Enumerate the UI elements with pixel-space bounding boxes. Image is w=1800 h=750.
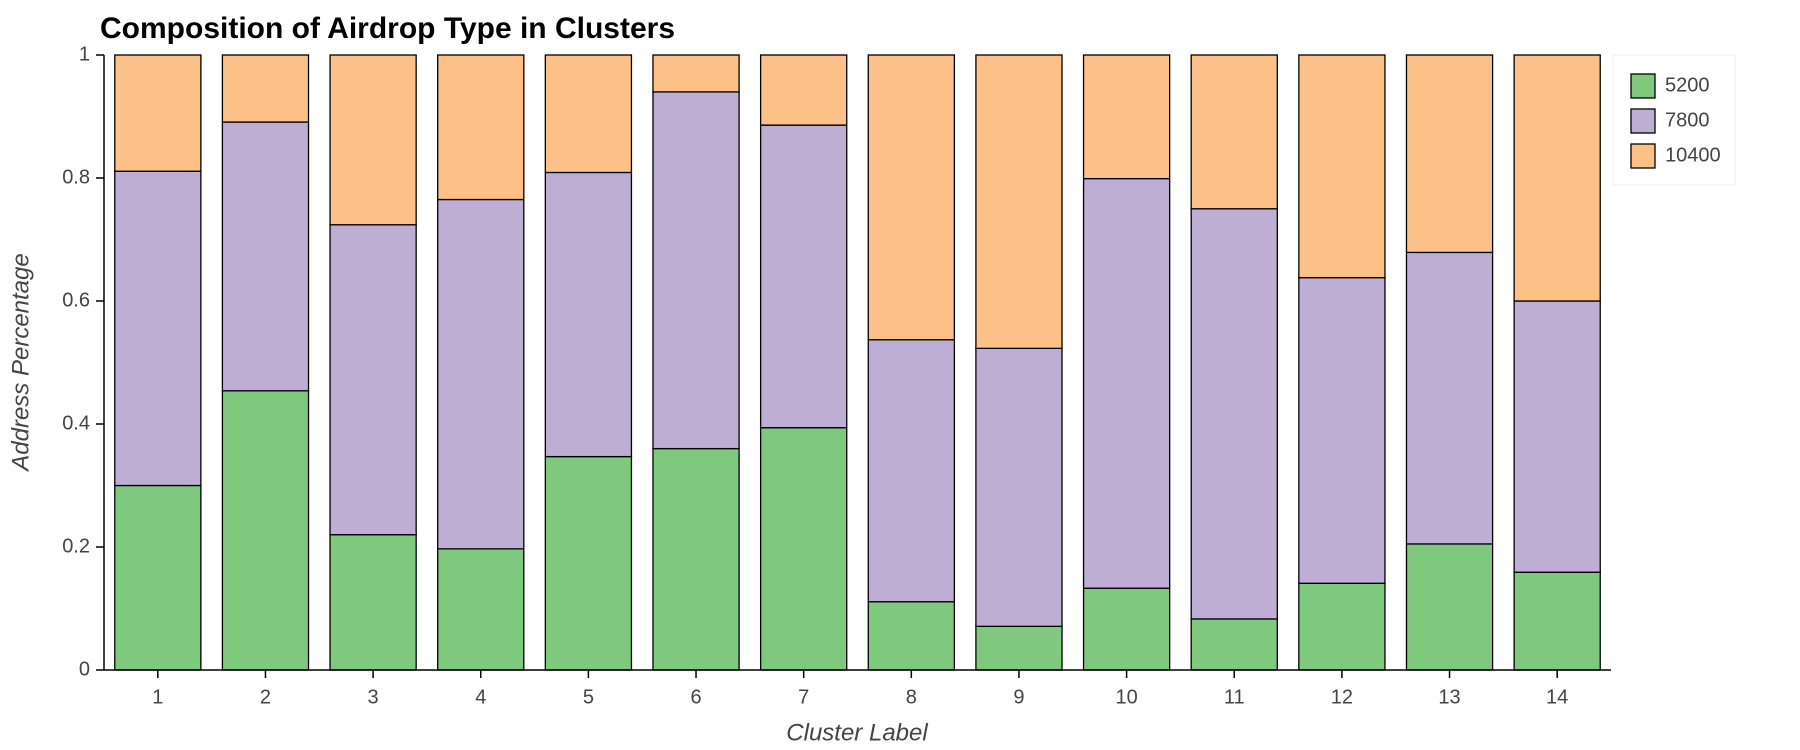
y-axis-title: Address Percentage — [7, 253, 34, 472]
bar-segment — [544, 54, 633, 174]
legend-label: 7800 — [1665, 109, 1710, 131]
chart-title: Composition of Airdrop Type in Clusters — [100, 12, 675, 45]
bar-segment — [759, 427, 848, 671]
x-tick-label: 4 — [475, 686, 486, 708]
bar-segment — [652, 447, 740, 671]
x-tick-label: 13 — [1438, 686, 1460, 708]
bar-segment — [1513, 300, 1601, 573]
legend-label: 10400 — [1665, 144, 1721, 166]
bar-segment — [867, 339, 956, 603]
y-tick-label: 0.8 — [62, 166, 90, 188]
legend-swatch — [1630, 73, 1656, 99]
x-tick-label: 7 — [798, 686, 809, 708]
x-axis-title: Cluster Label — [786, 719, 928, 746]
bar-segment — [544, 171, 633, 458]
y-tick-label: 0.4 — [62, 412, 90, 434]
x-tick-label: 3 — [368, 686, 379, 708]
x-tick-label: 1 — [152, 686, 163, 708]
bar-segment — [652, 54, 740, 93]
x-tick-label: 9 — [1013, 686, 1024, 708]
x-tick-label: 12 — [1331, 686, 1353, 708]
legend-label: 5200 — [1665, 74, 1710, 96]
bar-segment — [975, 347, 1063, 627]
x-tick-label: 5 — [583, 686, 594, 708]
bar-segment — [1082, 177, 1171, 589]
bar-segment — [1513, 54, 1601, 302]
bar-segment — [1190, 208, 1278, 620]
y-tick-label: 1 — [79, 43, 90, 65]
bar-segment — [329, 534, 417, 671]
bar-segment — [1513, 571, 1601, 671]
bar-segment — [114, 484, 202, 671]
bar-segment — [1405, 54, 1494, 254]
bar-segment — [975, 625, 1063, 671]
bar-segment — [114, 54, 202, 172]
legend-swatch — [1630, 108, 1656, 134]
bar-segment — [221, 121, 310, 392]
y-tick-label: 0.2 — [62, 535, 90, 557]
bar-segment — [1405, 251, 1494, 545]
bar-segment — [1298, 276, 1386, 584]
bar-segment — [759, 124, 848, 429]
bar-segment — [975, 54, 1063, 350]
bar-segment — [329, 54, 417, 226]
x-tick-label: 6 — [690, 686, 701, 708]
bar-segment — [437, 548, 525, 671]
bar-segment — [1190, 54, 1278, 210]
bar-segment — [1405, 543, 1494, 671]
x-tick-label: 11 — [1224, 686, 1245, 708]
bar-segment — [329, 224, 417, 536]
bar-segment — [114, 170, 202, 487]
bar-segment — [1298, 582, 1386, 671]
y-tick-label: 0.6 — [62, 289, 90, 311]
legend-swatch — [1630, 143, 1656, 169]
bar-segment — [1298, 54, 1386, 279]
bar-segment — [1082, 587, 1171, 671]
x-tick-label: 10 — [1115, 686, 1137, 708]
bar-segment — [544, 455, 633, 671]
bar-segment — [437, 198, 525, 550]
bar-segment — [867, 54, 956, 341]
x-tick-label: 8 — [906, 686, 917, 708]
bar-segment — [1190, 618, 1278, 671]
bar-segment — [437, 54, 525, 201]
bar-segment — [221, 54, 310, 123]
bar-segment — [867, 601, 956, 671]
bar-segment — [652, 91, 740, 450]
bar-segment — [759, 54, 848, 126]
bar-segment — [1082, 54, 1171, 180]
x-tick-label: 2 — [260, 686, 271, 708]
y-tick-label: 0 — [79, 658, 90, 680]
bar-segment — [221, 390, 310, 671]
x-tick-label: 14 — [1546, 686, 1568, 708]
